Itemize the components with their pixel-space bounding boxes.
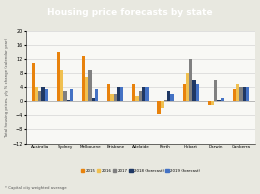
Bar [132,84,135,101]
Bar [236,84,239,101]
Bar [211,101,214,105]
Bar [38,91,41,101]
Bar [35,87,38,101]
Bar [92,98,95,101]
Bar [45,89,48,101]
Bar [88,70,92,101]
Bar [189,59,192,101]
Bar [120,87,124,101]
Bar [208,101,211,105]
Bar [82,56,85,101]
Bar [107,84,110,101]
Text: Housing price forecasts by state: Housing price forecasts by state [47,8,213,17]
Bar [243,87,246,101]
Bar [95,89,98,101]
Bar [157,101,161,114]
Bar [233,89,236,101]
Bar [142,87,145,101]
Bar [192,80,196,101]
Legend: 2015, 2016, 2017, 2018 (forecast), 2019 (forecast): 2015, 2016, 2017, 2018 (forecast), 2019 … [79,167,202,175]
Bar [114,94,117,101]
Bar [117,87,120,101]
Bar [85,77,88,101]
Text: * Capital city weighted average: * Capital city weighted average [5,186,67,190]
Bar [60,70,63,101]
Bar [57,52,60,101]
Bar [183,84,186,101]
Bar [221,98,224,101]
Bar [246,87,249,101]
Bar [139,91,142,101]
Bar [196,84,199,101]
Bar [70,89,73,101]
Bar [161,101,164,108]
Bar [217,100,221,101]
Bar [239,87,243,101]
Bar [171,94,174,101]
Bar [32,63,35,101]
Bar [145,87,148,101]
Bar [167,91,171,101]
Bar [110,94,114,101]
Bar [41,87,45,101]
Y-axis label: Total housing prices, y/y % change (calendar year): Total housing prices, y/y % change (cale… [5,38,9,137]
Bar [164,100,167,101]
Bar [186,73,189,101]
Bar [135,96,139,101]
Bar [67,100,70,101]
Bar [214,80,217,101]
Bar [63,91,67,101]
